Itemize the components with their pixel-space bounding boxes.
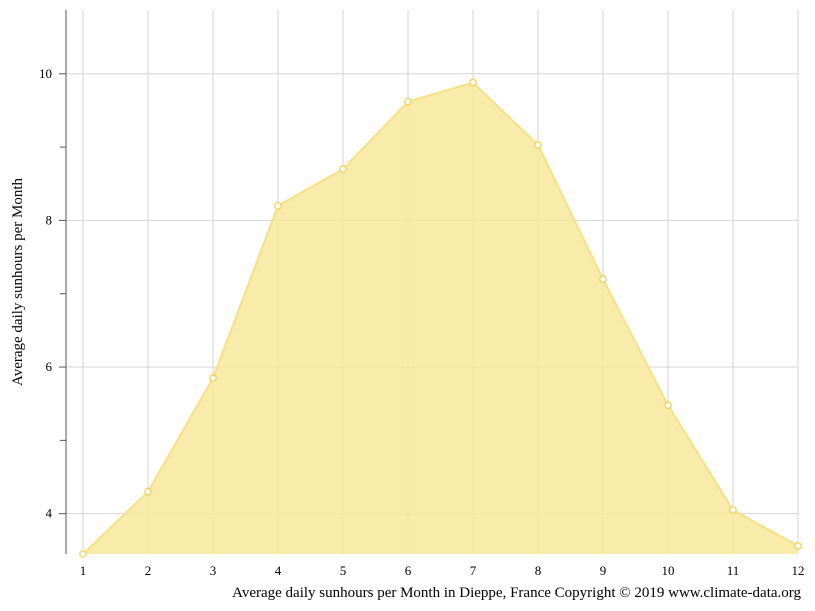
x-axis-title: Average daily sunhours per Month in Diep… bbox=[232, 585, 801, 601]
y-tick-label-6: 6 bbox=[46, 359, 53, 374]
x-tick-label-8: 8 bbox=[535, 563, 542, 578]
data-point-12 bbox=[794, 542, 802, 550]
data-point-2 bbox=[144, 487, 152, 496]
data-point-7 bbox=[469, 78, 477, 87]
y-tick-labels: 4 6 8 10 bbox=[39, 66, 53, 521]
data-point-6 bbox=[404, 97, 412, 106]
y-tick-label-8: 8 bbox=[46, 212, 53, 227]
data-point-3 bbox=[209, 374, 217, 382]
x-tick-label-5: 5 bbox=[340, 563, 347, 578]
x-tick-label-10: 10 bbox=[662, 563, 675, 578]
sunhours-area bbox=[83, 82, 798, 554]
axes bbox=[59, 10, 67, 554]
data-point-10 bbox=[664, 401, 672, 409]
x-tick-label-7: 7 bbox=[470, 563, 477, 578]
x-tick-label-12: 12 bbox=[792, 563, 805, 578]
data-point-4 bbox=[274, 201, 282, 210]
x-tick-label-4: 4 bbox=[275, 563, 282, 578]
x-tick-label-2: 2 bbox=[145, 563, 152, 578]
data-point-11 bbox=[729, 506, 737, 514]
data-point-1 bbox=[79, 550, 87, 558]
sunhours-line bbox=[82, 81, 799, 555]
y-tick-label-10: 10 bbox=[39, 66, 52, 81]
x-tick-label-6: 6 bbox=[405, 563, 412, 578]
x-tick-labels: 1 2 3 4 5 6 7 8 9 10 11 12 bbox=[80, 563, 805, 578]
y-tick-label-4: 4 bbox=[46, 506, 53, 521]
data-point-9 bbox=[599, 275, 607, 283]
x-tick-label-3: 3 bbox=[210, 563, 217, 578]
y-axis-title: Average daily sunhours per Month bbox=[10, 178, 26, 387]
x-tick-label-9: 9 bbox=[600, 563, 607, 578]
data-point-8 bbox=[534, 141, 542, 149]
x-tick-label-11: 11 bbox=[727, 563, 740, 578]
data-point-5 bbox=[339, 165, 347, 173]
x-tick-label-1: 1 bbox=[80, 563, 87, 578]
data-points bbox=[79, 78, 802, 558]
